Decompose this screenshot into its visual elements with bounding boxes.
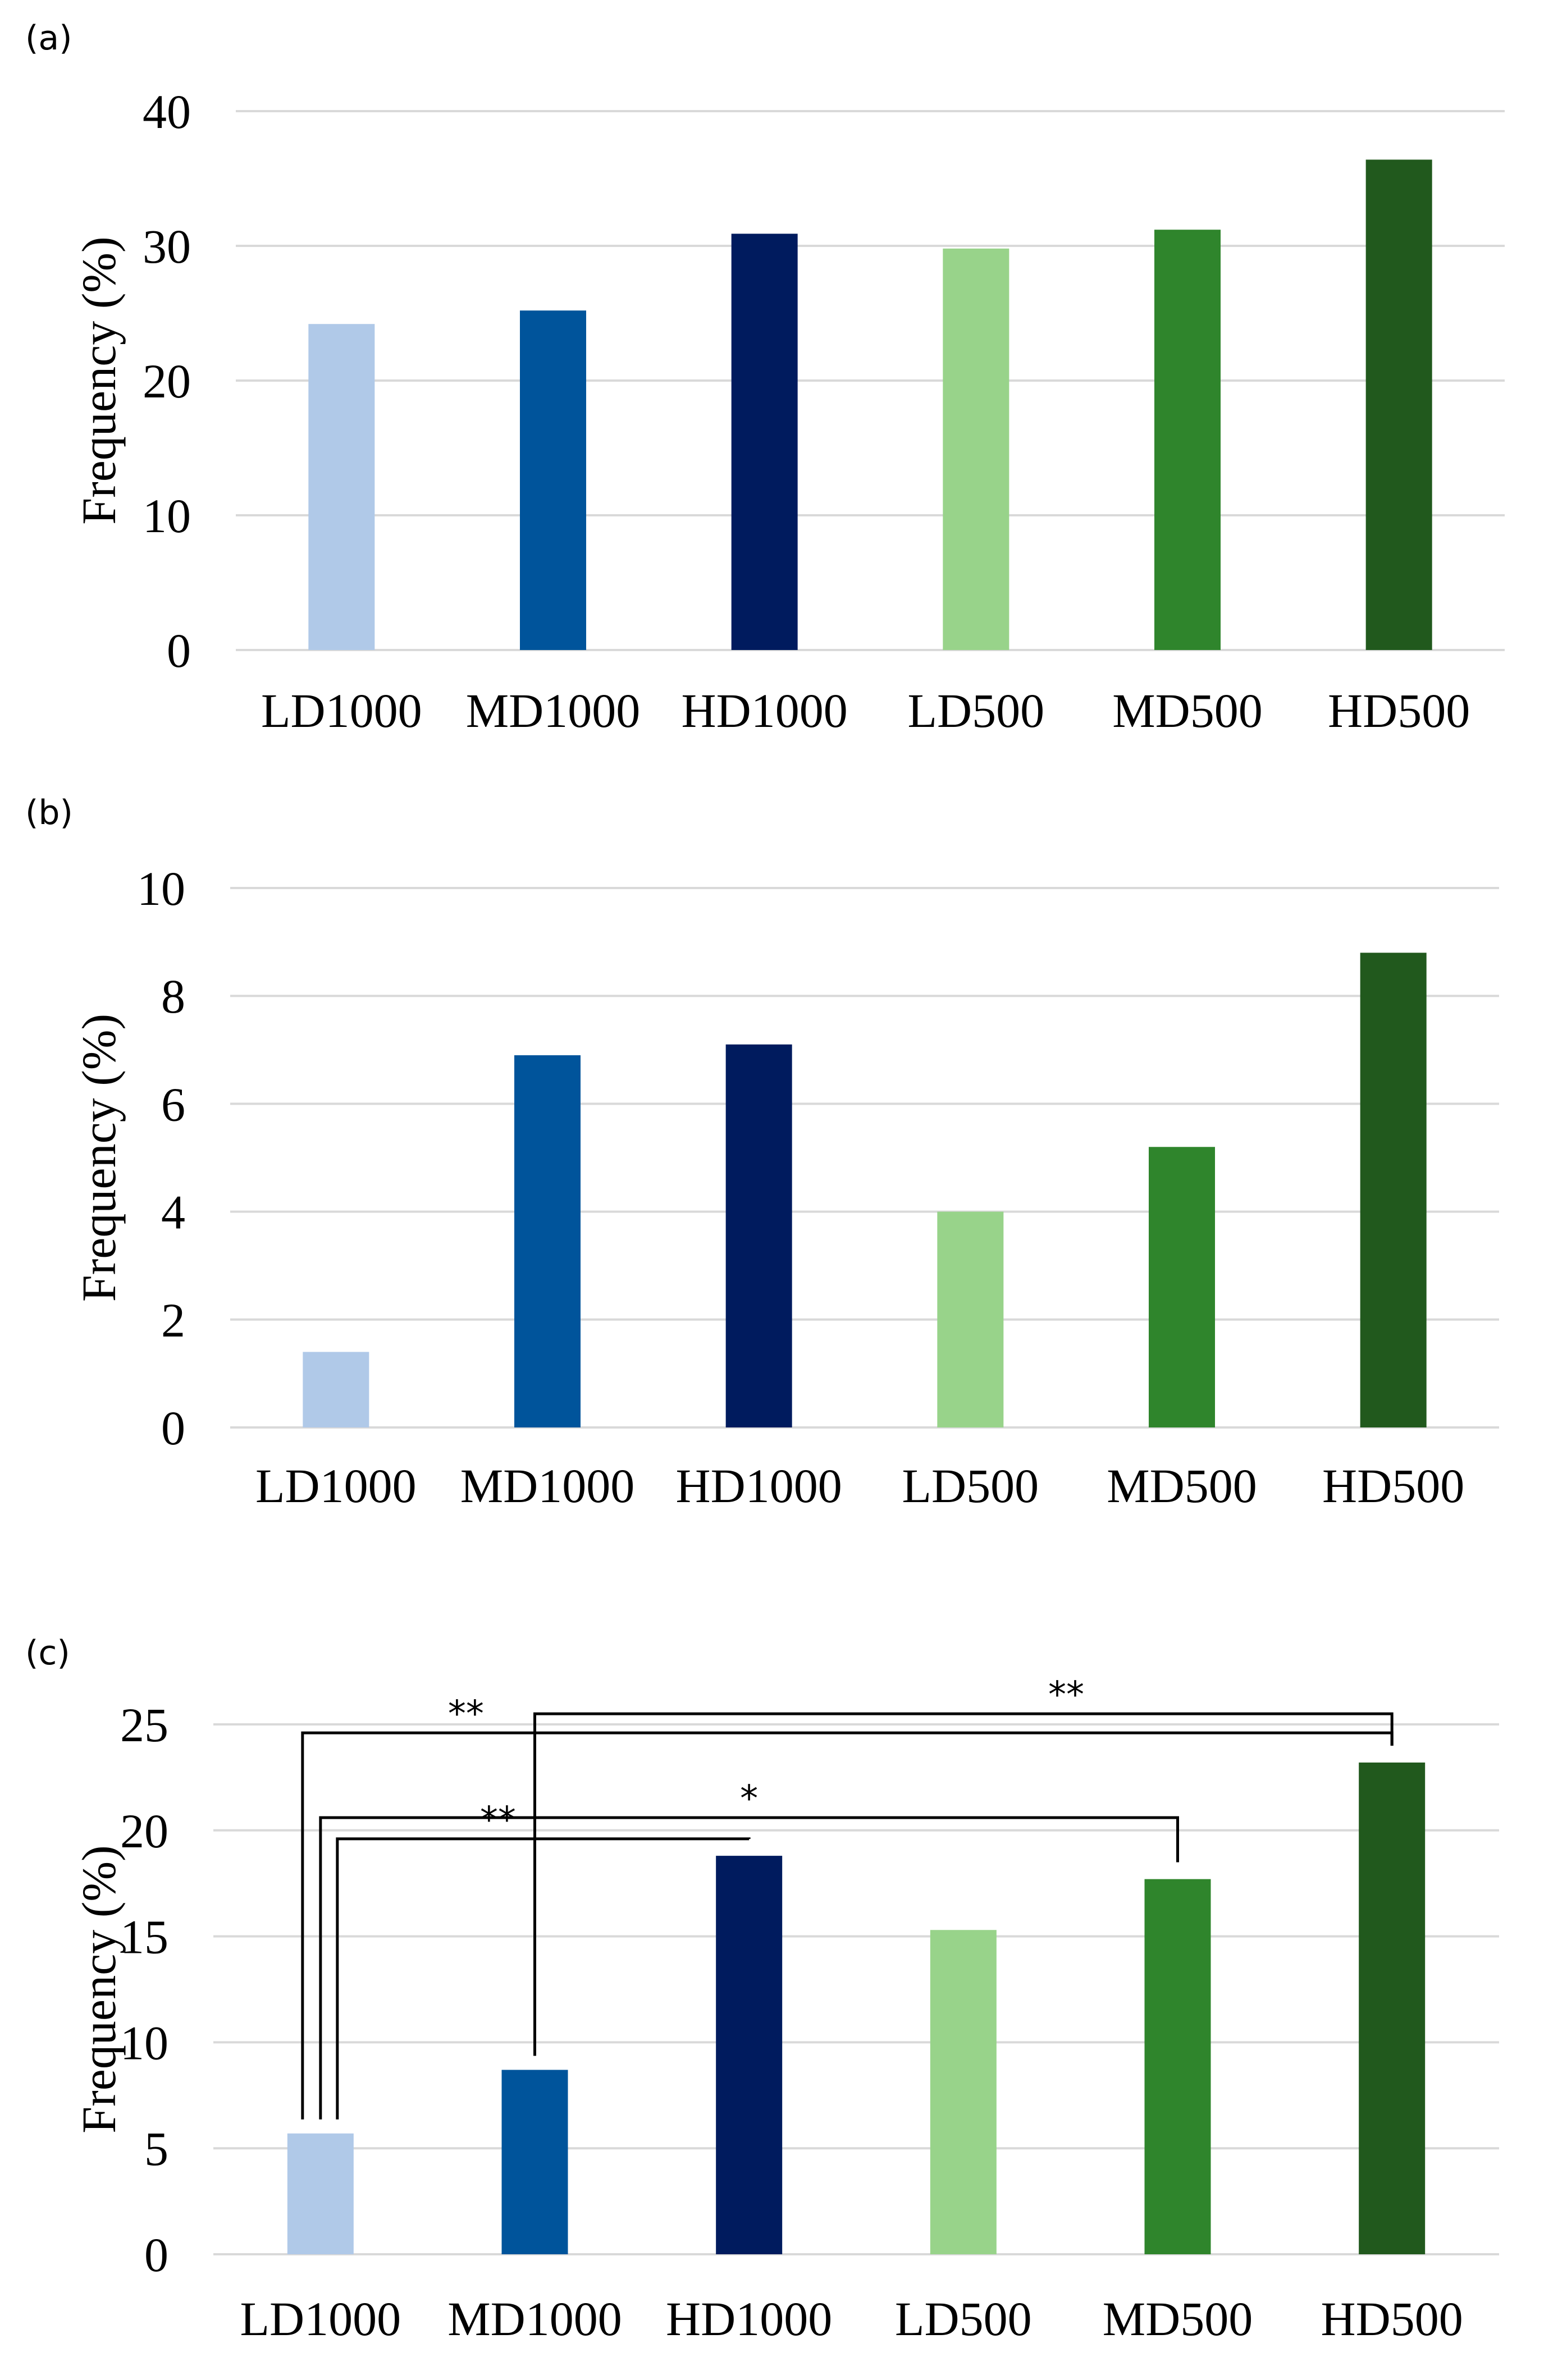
bar-md1000: [514, 1055, 581, 1427]
chart-panel-2: (b) 0 2 4 6 8 10 Frequency (%) LD1000 MD1000 HD100…: [25, 793, 1499, 1513]
bar-hd1000: [725, 1044, 792, 1427]
bar-md1000: [501, 2070, 568, 2254]
y-tick-label: 20: [120, 1804, 168, 1858]
x-tick-label: LD1000: [255, 1459, 417, 1513]
x-tick-label: LD1000: [261, 684, 422, 738]
y-tick-label: 30: [143, 219, 191, 273]
chart-panel-1: (a) 0 10 20 30 40 Frequency (%) LD1000 MD1000 HD1…: [25, 19, 1505, 738]
y-tick-label: 0: [144, 2228, 168, 2282]
bar-ld500: [937, 1211, 1004, 1427]
x-tick-label: HD500: [1322, 1459, 1464, 1513]
bar-ld1000: [303, 1352, 369, 1427]
bar-hd1000: [731, 234, 798, 650]
panel-label: (a): [25, 19, 72, 58]
panel-label: (b): [25, 793, 73, 832]
x-tick-label: LD500: [902, 1459, 1039, 1513]
x-tick-label: MD1000: [447, 2292, 622, 2346]
y-tick-label: 20: [143, 354, 191, 408]
y-tick-label: 25: [120, 1698, 168, 1752]
bar-ld500: [930, 1930, 997, 2254]
significance-bracket: [533, 1712, 1394, 2056]
x-tick-label: MD500: [1103, 2292, 1253, 2346]
x-tick-label: LD500: [895, 2292, 1032, 2346]
significance-bracket: [319, 1816, 1179, 2120]
bar-md500: [1144, 1879, 1211, 2254]
bar-md500: [1154, 230, 1221, 650]
bar-ld1000: [308, 324, 375, 650]
bar-hd500: [1365, 159, 1432, 650]
x-tick-label: MD500: [1107, 1459, 1257, 1513]
significance-bracket: [301, 1731, 1394, 2120]
y-tick-label: 40: [143, 85, 191, 139]
x-tick-label: MD1000: [460, 1459, 635, 1513]
y-axis-label: Frequency (%): [72, 236, 126, 524]
bar-md1000: [520, 310, 586, 650]
y-tick-label: 8: [161, 969, 185, 1023]
y-tick-label: 6: [161, 1077, 185, 1131]
x-tick-label: HD500: [1321, 2292, 1463, 2346]
y-tick-label: 4: [161, 1186, 185, 1239]
x-tick-label: LD500: [908, 684, 1045, 738]
significance-bracket: [336, 1837, 751, 2120]
bar-ld1000: [287, 2133, 354, 2254]
bar-hd1000: [716, 1856, 783, 2254]
y-tick-label: 10: [143, 489, 191, 543]
significance-label: *: [740, 1778, 758, 1820]
significance-label: **: [1048, 1674, 1084, 1716]
y-tick-label: 0: [167, 624, 191, 678]
x-tick-label: HD500: [1328, 684, 1470, 738]
bar-hd500: [1359, 1762, 1426, 2254]
y-axis-label: Frequency (%): [72, 1845, 126, 2133]
x-tick-label: LD1000: [240, 2292, 401, 2346]
y-tick-label: 0: [161, 1401, 185, 1455]
y-tick-label: 15: [120, 1910, 168, 1964]
bar-md500: [1149, 1147, 1215, 1427]
x-tick-label: HD1000: [676, 1459, 842, 1513]
significance-label: **: [448, 1694, 484, 1735]
y-axis-label: Frequency (%): [72, 1014, 126, 1302]
x-tick-label: HD1000: [682, 684, 848, 738]
x-tick-label: HD1000: [666, 2292, 832, 2346]
chart-panel-3: (c) 0 5 10 15 20 25 Frequency (%) LD1000 MD1000 HD…: [25, 1633, 1499, 2346]
bar-ld500: [943, 248, 1009, 650]
bar-hd500: [1360, 953, 1427, 1427]
significance-label: **: [480, 1800, 516, 1841]
x-tick-label: MD500: [1112, 684, 1263, 738]
panel-label: (c): [25, 1633, 70, 1673]
x-tick-label: MD1000: [466, 684, 641, 738]
y-tick-label: 5: [144, 2122, 168, 2176]
y-tick-label: 10: [120, 2016, 168, 2070]
y-tick-label: 10: [137, 862, 185, 916]
y-tick-label: 2: [161, 1293, 185, 1347]
